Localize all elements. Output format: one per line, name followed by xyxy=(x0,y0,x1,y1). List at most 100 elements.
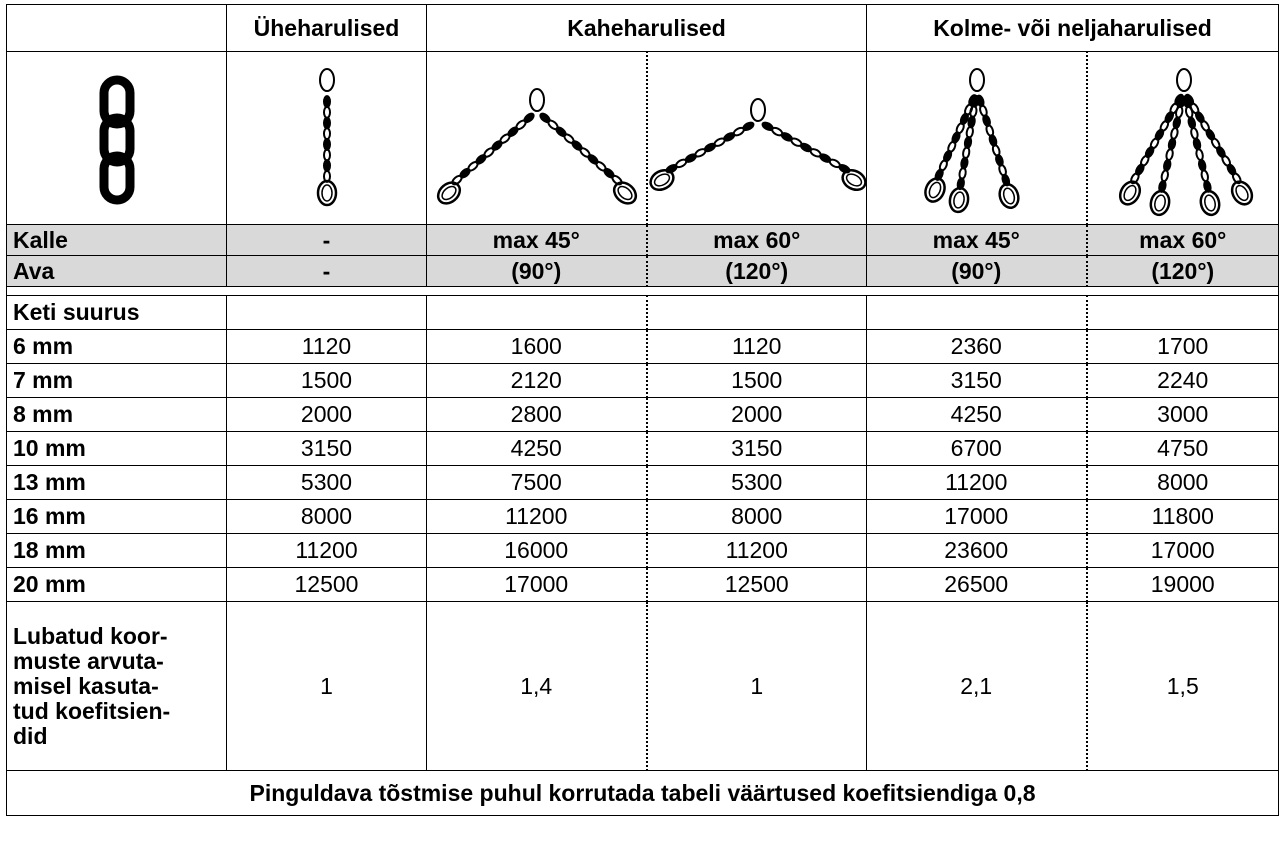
footer-note: Pinguldava tõstmise puhul korrutada tabe… xyxy=(7,771,1279,816)
page: Üheharulised Kaheharulised Kolme- või ne… xyxy=(0,0,1284,860)
load-cell: 2120 xyxy=(427,364,647,398)
load-cell: 1500 xyxy=(647,364,867,398)
load-cell: 12500 xyxy=(647,568,867,602)
chain-icon xyxy=(7,52,227,225)
spacer xyxy=(867,287,1087,296)
load-cell: 19000 xyxy=(1087,568,1279,602)
load-cell: 2240 xyxy=(1087,364,1279,398)
spacer xyxy=(7,287,227,296)
row-label: 20 mm xyxy=(7,568,227,602)
load-cell: 8000 xyxy=(1087,466,1279,500)
load-cell: 11800 xyxy=(1087,500,1279,534)
table-row: Kalle-max 45°max 60°max 45°max 60° xyxy=(7,225,1279,256)
empty-cell xyxy=(867,296,1087,330)
spacer xyxy=(427,287,647,296)
angle-cell: max 45° xyxy=(867,225,1087,256)
coefficient-cell: 1 xyxy=(647,602,867,771)
table-row xyxy=(7,287,1279,296)
load-cell: 1700 xyxy=(1087,330,1279,364)
load-cell: 11200 xyxy=(227,534,427,568)
group-header: Kolme- või neljaharulised xyxy=(867,5,1279,52)
load-cell: 17000 xyxy=(1087,534,1279,568)
load-cell: 2360 xyxy=(867,330,1087,364)
angle-cell: max 45° xyxy=(427,225,647,256)
load-cell: 1120 xyxy=(227,330,427,364)
empty-cell xyxy=(427,296,647,330)
angle-cell: (120°) xyxy=(647,256,867,287)
group-header: Üheharulised xyxy=(227,5,427,52)
row-label: 16 mm xyxy=(7,500,227,534)
sling-drawing xyxy=(648,52,868,224)
load-cell: 5300 xyxy=(227,466,427,500)
load-cell: 2800 xyxy=(427,398,647,432)
load-cell: 3150 xyxy=(227,432,427,466)
sling-icon xyxy=(227,52,427,225)
row-label: Lubatud koor- muste arvuta- misel kasuta… xyxy=(7,602,227,771)
coefficient-cell: 1 xyxy=(227,602,427,771)
row-label: 18 mm xyxy=(7,534,227,568)
sling-drawing xyxy=(867,52,1087,224)
empty-cell xyxy=(1087,296,1279,330)
corner-cell xyxy=(7,5,227,52)
load-cell: 1120 xyxy=(647,330,867,364)
angle-cell: (90°) xyxy=(867,256,1087,287)
coefficient-cell: 1,5 xyxy=(1087,602,1279,771)
row-label: 8 mm xyxy=(7,398,227,432)
sling-icon xyxy=(647,52,867,225)
row-label: 10 mm xyxy=(7,432,227,466)
angle-cell: (90°) xyxy=(427,256,647,287)
row-label: Keti suurus xyxy=(7,296,227,330)
load-cell: 8000 xyxy=(647,500,867,534)
row-label: 7 mm xyxy=(7,364,227,398)
angle-cell: max 60° xyxy=(1087,225,1279,256)
empty-cell xyxy=(227,296,427,330)
load-cell: 16000 xyxy=(427,534,647,568)
sling-icon xyxy=(867,52,1087,225)
load-cell: 4250 xyxy=(867,398,1087,432)
load-cell: 11200 xyxy=(867,466,1087,500)
row-label: Kalle xyxy=(7,225,227,256)
group-header: Kaheharulised xyxy=(427,5,867,52)
table-row: Ava-(90°)(120°)(90°)(120°) xyxy=(7,256,1279,287)
load-cell: 3150 xyxy=(867,364,1087,398)
load-cell: 6700 xyxy=(867,432,1087,466)
angle-cell: - xyxy=(227,256,427,287)
table-row: Pinguldava tõstmise puhul korrutada tabe… xyxy=(7,771,1279,816)
angle-cell: max 60° xyxy=(647,225,867,256)
row-label: 13 mm xyxy=(7,466,227,500)
load-cell: 26500 xyxy=(867,568,1087,602)
load-cell: 4250 xyxy=(427,432,647,466)
angle-cell: (120°) xyxy=(1087,256,1279,287)
load-cell: 17000 xyxy=(867,500,1087,534)
load-cell: 17000 xyxy=(427,568,647,602)
spacer xyxy=(647,287,867,296)
load-cell: 2000 xyxy=(647,398,867,432)
sling-icon xyxy=(427,52,647,225)
load-cell: 12500 xyxy=(227,568,427,602)
coefficient-cell: 1,4 xyxy=(427,602,647,771)
row-label: 6 mm xyxy=(7,330,227,364)
load-cell: 5300 xyxy=(647,466,867,500)
spacer xyxy=(1087,287,1279,296)
table-row: Lubatud koor- muste arvuta- misel kasuta… xyxy=(7,602,1279,771)
coefficient-cell: 2,1 xyxy=(867,602,1087,771)
load-cell: 7500 xyxy=(427,466,647,500)
load-cell: 1500 xyxy=(227,364,427,398)
sling-drawing xyxy=(1088,52,1280,224)
load-cell: 4750 xyxy=(1087,432,1279,466)
load-cell: 1600 xyxy=(427,330,647,364)
load-cell: 23600 xyxy=(867,534,1087,568)
spacer xyxy=(227,287,427,296)
load-cell: 3000 xyxy=(1087,398,1279,432)
empty-cell xyxy=(647,296,867,330)
load-cell: 11200 xyxy=(647,534,867,568)
load-cell: 11200 xyxy=(427,500,647,534)
table-row: Keti suurus xyxy=(7,296,1279,330)
